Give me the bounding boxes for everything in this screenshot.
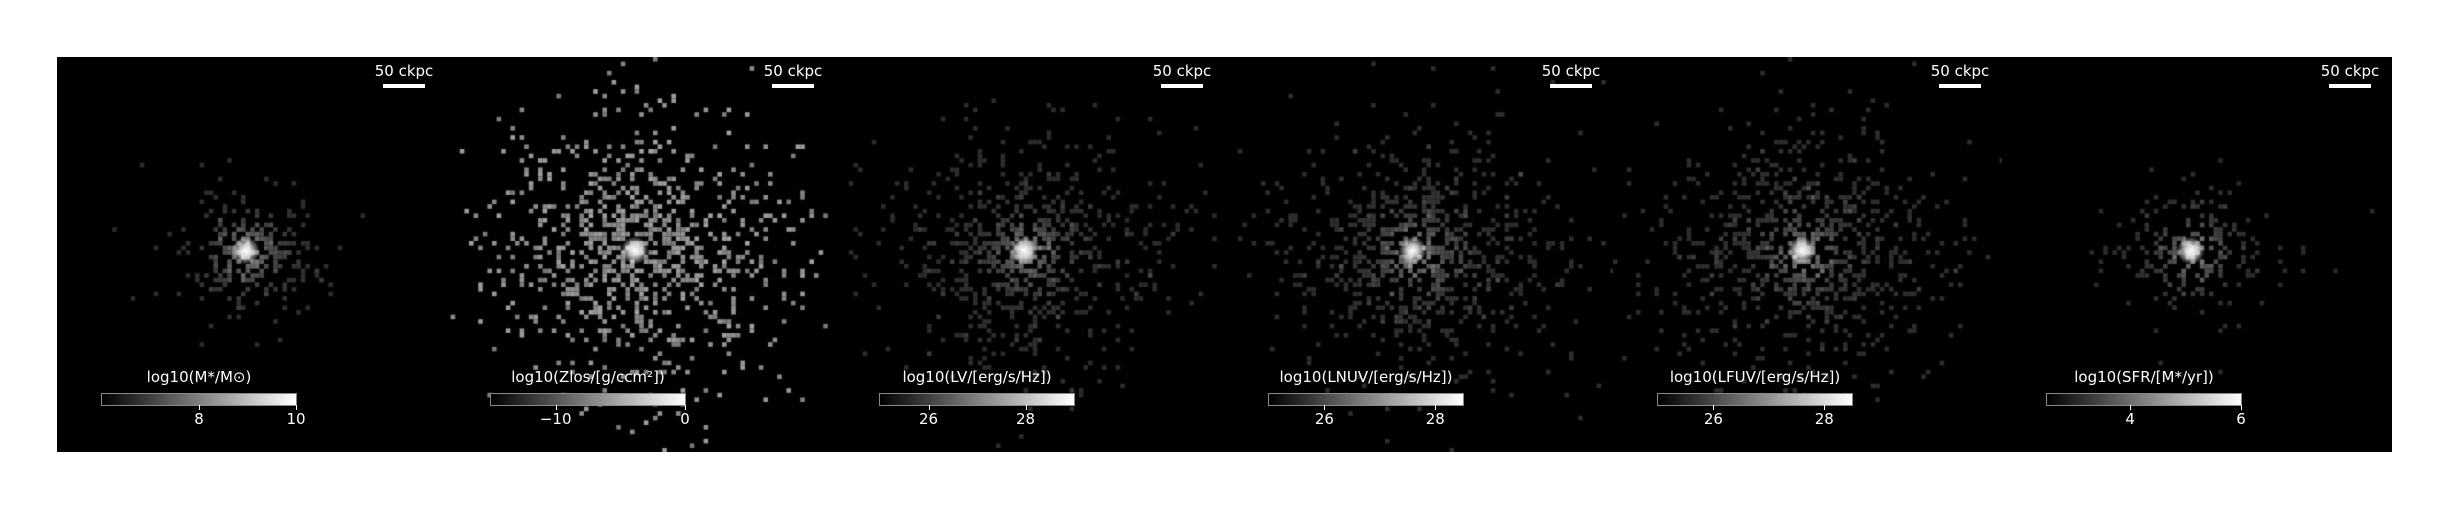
colorbar-label: log10(Zlos/[g/ccm²])	[511, 368, 665, 386]
scalebar: 50 ckpc	[374, 62, 434, 88]
colorbar-gradient	[1657, 393, 1853, 406]
colorbar-label: log10(SFR/[M*/yr])	[2074, 368, 2214, 386]
colorbar-tick-label: 28	[1814, 410, 1834, 428]
scalebar-label: 50 ckpc	[2320, 62, 2380, 80]
colorbar: log10(LNUV/[erg/s/Hz]) 26 28	[1268, 369, 1464, 439]
panel-sfr: 50 ckpc log10(SFR/[M*/yr]) 4 6	[2002, 57, 2392, 452]
colorbar-tick-label: 26	[918, 410, 939, 428]
scalebar: 50 ckpc	[1541, 62, 1601, 88]
colorbar-tick-label: 28	[1015, 410, 1036, 428]
colorbar-gradient	[2046, 393, 2242, 406]
colorbar-tick	[1824, 405, 1826, 410]
scalebar-label: 50 ckpc	[1152, 62, 1212, 80]
colorbar: log10(Zlos/[g/ccm²]) −10 0	[490, 368, 690, 439]
scalebar-label: 50 ckpc	[1541, 62, 1601, 80]
colorbar-tick-label: −10	[539, 410, 572, 428]
scalebar-label: 50 ckpc	[763, 62, 823, 80]
panel-fuv: 50 ckpc log10(LFUV/[erg/s/Hz]) 26 28	[1613, 57, 2002, 452]
v-band-map	[835, 57, 1224, 452]
colorbar-tick	[2241, 405, 2242, 410]
colorbar-tick	[1324, 405, 1326, 410]
panel-metallicity: 50 ckpc log10(Zlos/[g/ccm²]) −10 0	[446, 57, 835, 452]
scalebar-line	[1161, 84, 1203, 88]
colorbar-tick	[1713, 405, 1715, 410]
colorbar-label: log10(LNUV/[erg/s/Hz])	[1279, 368, 1453, 386]
scalebar: 50 ckpc	[763, 62, 823, 88]
metallicity-map	[446, 57, 835, 452]
colorbar-tick	[928, 405, 930, 410]
scalebar-line	[1939, 84, 1981, 88]
colorbar-tick-label: 0	[680, 410, 690, 428]
colorbar-tick	[1435, 405, 1437, 410]
scalebar-line	[772, 84, 814, 88]
colorbar-tick	[555, 405, 557, 410]
figure: 50 ckpc log10(M*/M⊙) 8 10 50 ckpc log10(…	[57, 57, 2392, 452]
colorbar: log10(SFR/[M*/yr]) 4 6	[2046, 368, 2246, 439]
panel-nuv: 50 ckpc log10(LNUV/[erg/s/Hz]) 26 28	[1224, 57, 1613, 452]
colorbar-tick	[685, 405, 686, 410]
scalebar-label: 50 ckpc	[1930, 62, 1990, 80]
colorbar: log10(LFUV/[erg/s/Hz]) 26 28	[1657, 369, 1853, 439]
colorbar-gradient	[879, 393, 1075, 406]
scalebar: 50 ckpc	[2320, 62, 2380, 88]
sfr-map	[2002, 57, 2391, 452]
colorbar-tick-label: 10	[286, 410, 306, 428]
scalebar: 50 ckpc	[1930, 62, 1990, 88]
colorbar: log10(LV/[erg/s/Hz]) 26 28	[879, 369, 1075, 439]
scalebar-line	[1550, 84, 1592, 88]
scalebar-label: 50 ckpc	[374, 62, 434, 80]
panel-v-band: 50 ckpc log10(LV/[erg/s/Hz]) 26 28	[835, 57, 1224, 452]
colorbar-tick-label: 8	[194, 410, 204, 428]
panel-stellar-mass: 50 ckpc log10(M*/M⊙) 8 10	[57, 57, 446, 452]
colorbar-tick-label: 4	[2125, 410, 2135, 428]
colorbar: log10(M*/M⊙) 8 10	[101, 368, 306, 439]
scalebar-line	[383, 84, 425, 88]
colorbar-tick-label: 6	[2236, 410, 2246, 428]
colorbar-tick-label: 28	[1425, 410, 1445, 428]
nuv-map	[1224, 57, 1613, 452]
colorbar-gradient	[490, 393, 686, 406]
colorbar-tick	[2130, 405, 2132, 410]
colorbar-tick-label: 26	[1703, 410, 1723, 428]
colorbar-label: log10(LFUV/[erg/s/Hz])	[1669, 368, 1841, 386]
stellar-mass-map	[57, 57, 446, 452]
fuv-map	[1613, 57, 2002, 452]
colorbar-tick	[199, 405, 200, 410]
colorbar-tick	[296, 405, 297, 410]
colorbar-tick-label: 26	[1314, 410, 1334, 428]
colorbar-label: log10(M*/M⊙)	[146, 368, 252, 386]
colorbar-gradient	[1268, 393, 1464, 406]
colorbar-tick	[1025, 405, 1027, 410]
scalebar: 50 ckpc	[1152, 62, 1212, 88]
scalebar-line	[2329, 84, 2371, 88]
colorbar-label: log10(LV/[erg/s/Hz])	[902, 368, 1052, 386]
